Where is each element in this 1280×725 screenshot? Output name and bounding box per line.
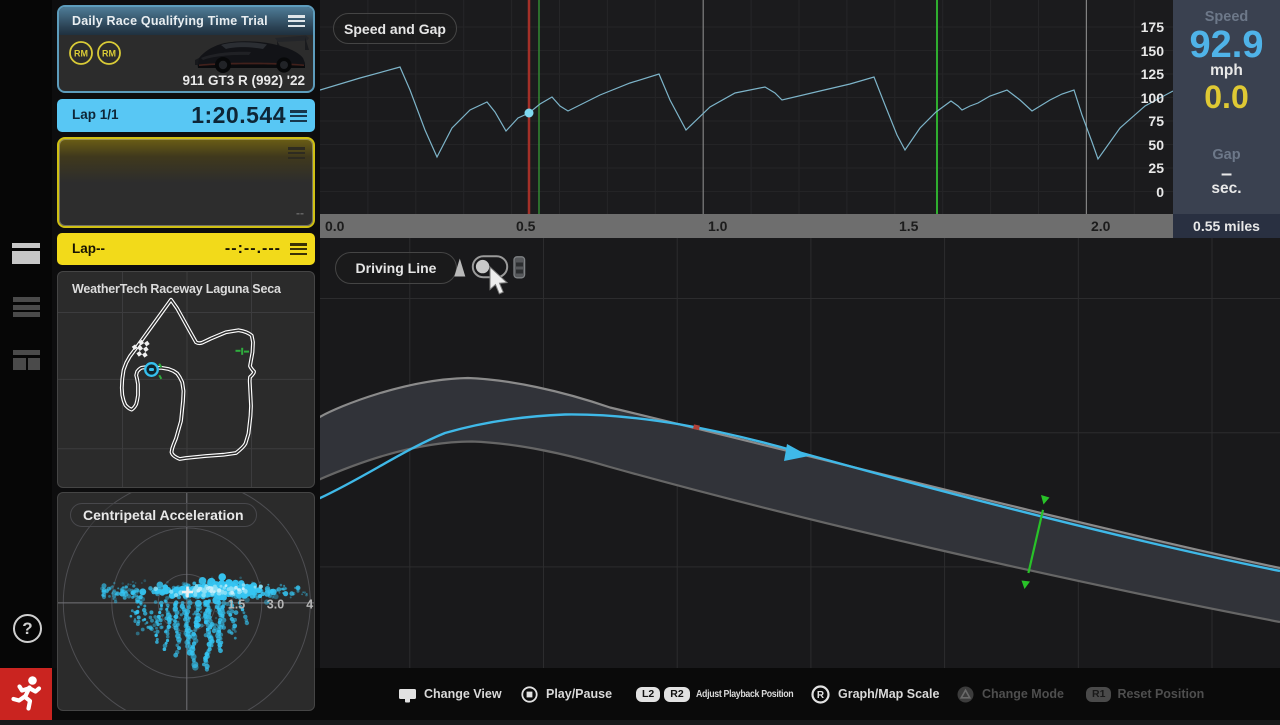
svg-text:R: R [817,690,825,701]
svg-text:1.5: 1.5 [228,598,245,612]
svg-text:RM: RM [102,49,116,59]
svg-text:RM: RM [74,49,88,59]
svg-text:4.5: 4.5 [306,598,314,612]
svg-text:3.0: 3.0 [267,598,284,612]
